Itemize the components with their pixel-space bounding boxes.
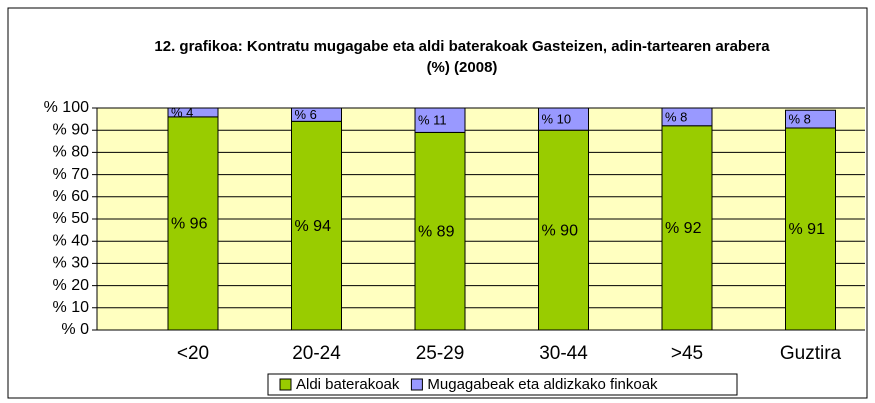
data-label: % 8 [789,112,811,127]
y-tick-label: % 70 [53,166,90,183]
x-tick-label: 25-29 [416,343,465,364]
bar-segment [785,127,836,331]
x-tick-label: 20-24 [292,343,341,364]
data-label: % 89 [418,223,455,240]
data-label: % 10 [542,112,572,127]
x-tick-label: <20 [177,343,209,364]
y-tick-label: % 30 [53,255,90,272]
data-label: % 91 [789,221,826,238]
x-tick-label: Guztira [780,343,842,364]
bar-segment [414,107,466,133]
legend-swatch [279,378,292,391]
bar-segment [538,129,589,331]
x-tick-label: 30-44 [539,343,588,364]
legend-frame [267,373,738,396]
bar-segment [538,107,589,131]
y-tick-label: % 10 [53,299,90,316]
y-tick-label: % 0 [61,321,89,338]
bar-segment [785,109,836,129]
y-tick-label: % 100 [44,99,89,116]
data-label: % 6 [295,107,317,122]
data-label: % 8 [665,109,687,124]
legend-label: Mugagabeak eta aldizkako finkoak [427,376,658,393]
bar-segment [167,107,219,118]
y-tick-label: % 50 [53,210,90,227]
y-tick-label: % 40 [53,232,90,249]
y-tick-label: % 80 [53,144,90,161]
legend-label: Aldi baterakoak [296,376,400,393]
y-tick-label: % 90 [53,121,90,138]
data-label: % 94 [295,218,332,235]
legend-swatch [410,378,423,391]
chart-subtitle: (%) (2008) [427,59,498,76]
data-label: % 90 [542,222,579,239]
bar-segment [414,131,466,331]
data-label: % 4 [171,105,193,120]
x-tick-label: >45 [671,343,703,364]
bar-segment [291,107,342,122]
legend: Aldi baterakoak Mugagabeak eta aldizkako … [267,373,738,396]
data-label: % 96 [171,216,208,233]
bar-segment [661,125,713,331]
bar-segment [291,120,342,331]
chart-title: 12. grafikoa: Kontratu mugagabe eta aldi… [154,38,770,55]
y-tick-label: % 60 [53,188,90,205]
data-label: % 11 [418,113,447,128]
data-label: % 92 [665,220,702,237]
bar-segment [661,107,713,127]
y-tick-label: % 20 [53,277,90,294]
